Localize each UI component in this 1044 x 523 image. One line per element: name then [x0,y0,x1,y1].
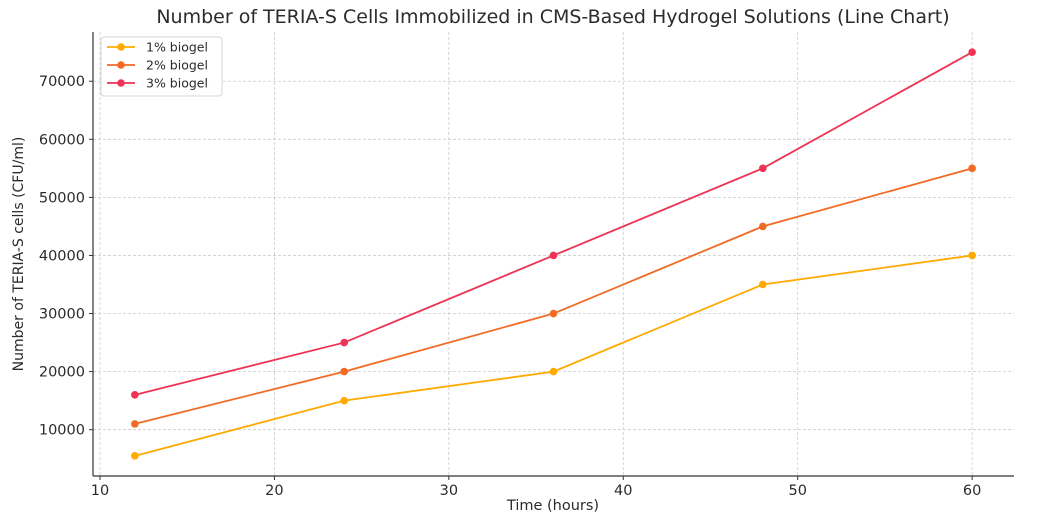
series-2 [131,164,976,428]
x-tick-label: 50 [788,483,806,499]
legend-marker [117,43,125,51]
data-point [131,452,139,460]
x-tick-label: 30 [440,483,458,499]
data-point [759,164,767,173]
legend-label: 3% biogel [146,76,208,91]
legend-label: 1% biogel [146,40,208,55]
ticks: 10 20 30 40 50 60 10000 20000 30000 40000 50000 600… [39,74,982,499]
series-1 [131,251,976,460]
data-point [759,280,767,289]
y-tick-label: 40000 [39,248,85,264]
y-tick-label: 70000 [39,74,85,90]
data-point [340,338,348,347]
x-tick-label: 20 [265,483,283,499]
legend-marker [117,79,125,87]
y-tick-label: 30000 [39,307,85,323]
series-line [134,167,973,425]
x-axis-label: Time (hours) [506,498,599,514]
legend-label: 2% biogel [146,58,208,73]
axes [92,32,1014,477]
series-line [134,51,973,396]
data-point [131,391,139,399]
y-tick-label: 50000 [39,190,85,206]
legend-box [100,36,223,97]
data-point [968,48,976,56]
legend: 1% biogel 2% biogel 3% biogel [100,36,223,97]
chart-title: Number of TERIA-S Cells Immobilized in C… [156,6,949,28]
x-tick-label: 40 [614,483,632,499]
data-point [549,251,558,260]
data-point [549,309,558,318]
data-point [340,396,348,405]
data-point [131,420,139,428]
x-tick-label: 60 [963,483,981,499]
data-point [968,164,976,173]
data-point [759,222,767,231]
y-tick-label: 20000 [39,365,85,381]
data-point [549,367,558,376]
series-3 [131,48,976,399]
y-tick-label: 10000 [39,423,85,439]
y-tick-label: 60000 [39,132,85,148]
data-point [968,251,976,260]
series-lines [131,48,976,460]
x-tick-label: 10 [91,483,109,499]
legend-marker [117,61,125,69]
y-axis-label: Number of TERIA-S cells (CFU/ml) [11,137,27,372]
data-point [340,367,348,376]
series-line [134,254,973,457]
